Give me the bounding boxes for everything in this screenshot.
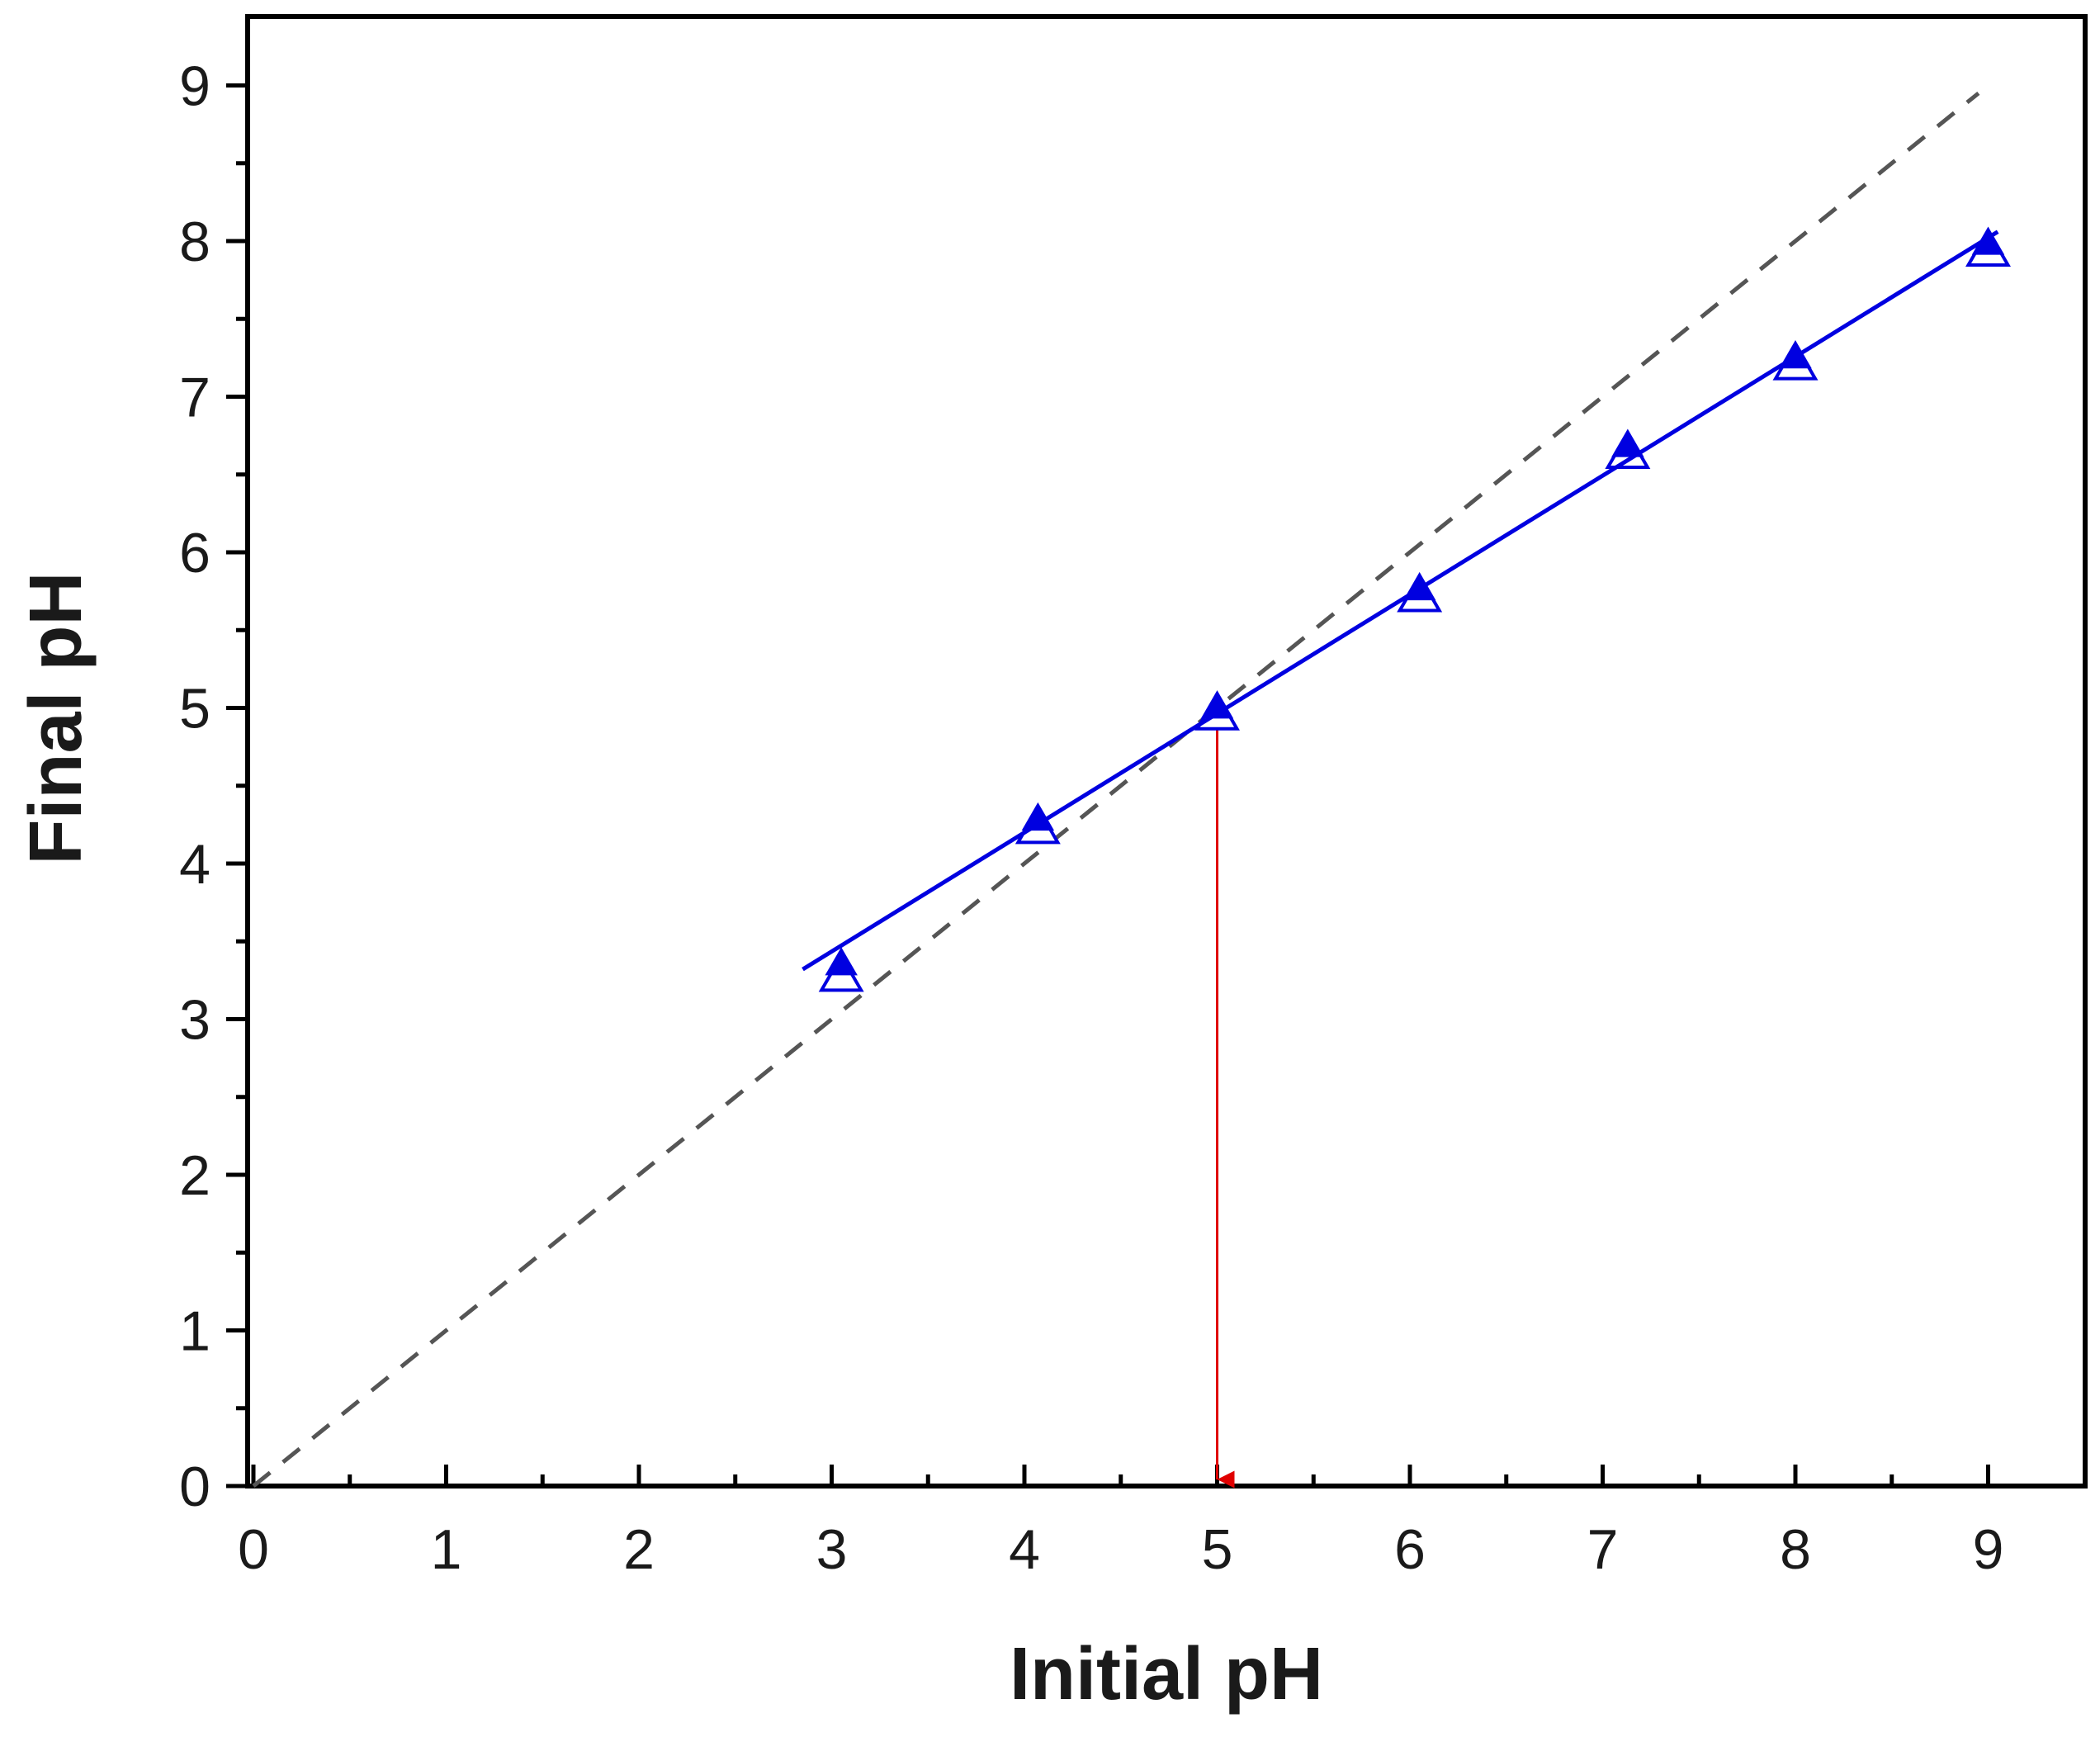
y-tick-label: 3 [179,989,210,1052]
x-tick-label: 7 [1587,1518,1619,1581]
fit-line [802,230,1999,972]
x-tick-label: 0 [238,1518,269,1581]
filled-triangle-point [1402,571,1436,601]
x-tick-label: 3 [816,1518,848,1581]
y-tick-label: 7 [179,367,210,429]
y-tick-label: 6 [179,522,210,585]
x-tick-label: 2 [623,1518,655,1581]
x-tick-label: 8 [1780,1518,1811,1581]
y-tick-label: 2 [179,1144,210,1207]
filled-triangle-point [825,947,858,976]
x-tick-label: 1 [431,1518,462,1581]
x-tick-label: 4 [1009,1518,1040,1581]
filled-triangle-point [1200,690,1234,719]
axis-tick-labels: 0 1 2 3 4 5 6 7 8 9 0 1 2 3 4 5 6 7 8 9 [179,55,2003,1582]
y-tick-label: 8 [179,211,210,273]
x-tick-label: 5 [1202,1518,1233,1581]
y-tick-label: 0 [179,1455,210,1518]
x-tick-label: 6 [1394,1518,1426,1581]
x-axis-title: Initial pH [1010,1633,1323,1716]
filled-triangle-point [1021,802,1055,831]
x-tick-label: 9 [1973,1518,2004,1581]
filled-triangle-point [1611,428,1644,457]
filled-triangle-point [1779,340,1812,369]
reference-line [252,91,1980,1488]
plot-series [252,91,2011,1489]
plot-frame [245,14,2088,1489]
y-tick-label: 5 [179,678,210,741]
y-tick-label: 9 [179,55,210,118]
y-axis-title: Final pH [15,572,97,865]
filled-triangle-point [1971,226,2005,255]
y-tick-label: 4 [179,833,210,896]
axis-ticks [226,83,1990,1489]
y-tick-label: 1 [179,1300,210,1363]
